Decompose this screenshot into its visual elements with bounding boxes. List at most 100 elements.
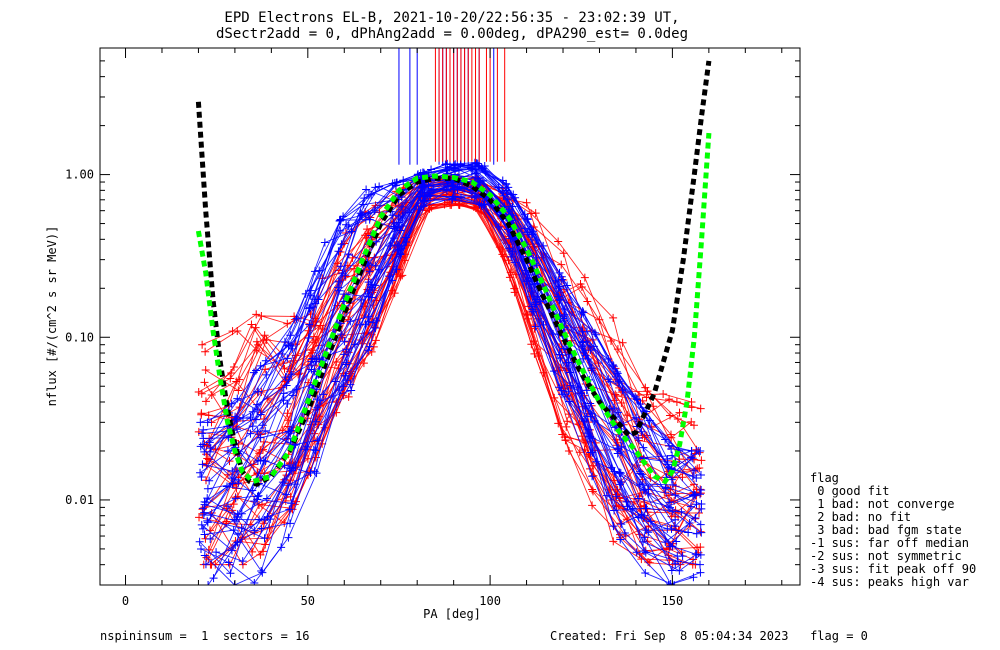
legend-item: -2 sus: not symmetric (810, 549, 962, 563)
red-marker (689, 480, 698, 489)
blue-marker (371, 261, 380, 270)
blue-marker (310, 467, 319, 476)
blue-marker (250, 578, 259, 585)
blue-marker (258, 421, 267, 430)
blue-marker (665, 542, 674, 551)
red-marker (257, 311, 266, 320)
blue-marker (229, 526, 238, 535)
blue-marker (583, 340, 592, 349)
blue-marker (257, 566, 266, 575)
red-marker (446, 200, 455, 209)
red-marker (697, 456, 706, 465)
blue-marker (209, 574, 218, 583)
blue-marker (203, 484, 212, 493)
blue-marker (523, 215, 532, 224)
blue-marker (306, 286, 315, 295)
blue-marker (616, 535, 625, 544)
blue-marker (478, 176, 487, 185)
red-marker (659, 389, 668, 398)
blue-marker (280, 337, 289, 346)
blue-marker (284, 481, 293, 490)
blue-marker (260, 534, 269, 543)
blue-marker (692, 446, 701, 455)
red-marker (617, 399, 626, 408)
blue-marker (634, 513, 643, 522)
blue-marker (525, 271, 534, 280)
blue-marker (284, 427, 293, 436)
blue-marker (640, 533, 649, 542)
blue-marker (206, 535, 215, 544)
blue-marker (199, 425, 208, 434)
blue-marker (392, 178, 401, 187)
legend-item: 1 bad: not converge (810, 497, 955, 511)
red-marker (696, 543, 705, 552)
blue-marker (237, 524, 246, 533)
red-marker (613, 345, 622, 354)
blue-marker (289, 391, 298, 400)
x-axis-label: PA [deg] (423, 607, 481, 621)
blue-marker (395, 245, 404, 254)
blue-marker (420, 178, 429, 187)
blue-marker (367, 190, 376, 199)
blue-marker (394, 218, 403, 227)
red-marker (308, 346, 317, 355)
blue-marker (468, 165, 477, 174)
blue-marker (402, 237, 411, 246)
red-marker (563, 417, 572, 426)
blue-marker (312, 469, 321, 478)
blue-marker (497, 187, 506, 196)
y-tick-label: 0.10 (65, 330, 94, 344)
red-marker (696, 404, 705, 413)
red-marker (533, 345, 542, 354)
blue-marker (202, 498, 211, 507)
blue-marker (638, 480, 647, 489)
x-tick-label: 50 (301, 594, 315, 608)
blue-marker (639, 443, 648, 452)
blue-marker (692, 529, 701, 538)
blue-marker (200, 530, 209, 539)
blue-marker (262, 370, 271, 379)
blue-marker (196, 418, 205, 427)
blue-marker (449, 192, 458, 201)
blue-marker (200, 551, 209, 560)
blue-trace (207, 194, 702, 572)
blue-marker (339, 212, 348, 221)
blue-marker (371, 323, 380, 332)
blue-marker (203, 518, 212, 527)
blue-marker (255, 515, 264, 524)
blue-marker (527, 287, 536, 296)
red-marker (562, 422, 571, 431)
blue-marker (641, 548, 650, 557)
red-marker (283, 319, 292, 328)
blue-marker (336, 226, 345, 235)
blue-marker (248, 486, 257, 495)
blue-marker (319, 390, 328, 399)
red-marker (498, 250, 507, 259)
blue-marker (287, 466, 296, 475)
blue-marker (212, 548, 221, 557)
blue-marker (642, 504, 651, 513)
blue-marker (197, 544, 206, 553)
blue-marker (360, 194, 369, 203)
red-marker (583, 297, 592, 306)
blue-marker (470, 193, 479, 202)
blue-marker (663, 460, 672, 469)
red-marker (675, 408, 684, 417)
blue-marker (237, 509, 246, 518)
blue-marker (577, 309, 586, 318)
legend-item: 2 bad: no fit (810, 510, 911, 524)
blue-marker (198, 524, 207, 533)
red-marker (564, 447, 573, 456)
blue-marker (690, 490, 699, 499)
blue-marker (581, 351, 590, 360)
blue-marker (582, 386, 591, 395)
blue-marker (248, 407, 257, 416)
blue-marker (566, 368, 575, 377)
blue-marker (261, 426, 270, 435)
red-marker (576, 279, 585, 288)
legend-item: -1 sus: far off median (810, 536, 969, 550)
blue-marker (341, 371, 350, 380)
blue-marker (697, 504, 706, 513)
blue-marker (310, 267, 319, 276)
blue-marker (375, 182, 384, 191)
